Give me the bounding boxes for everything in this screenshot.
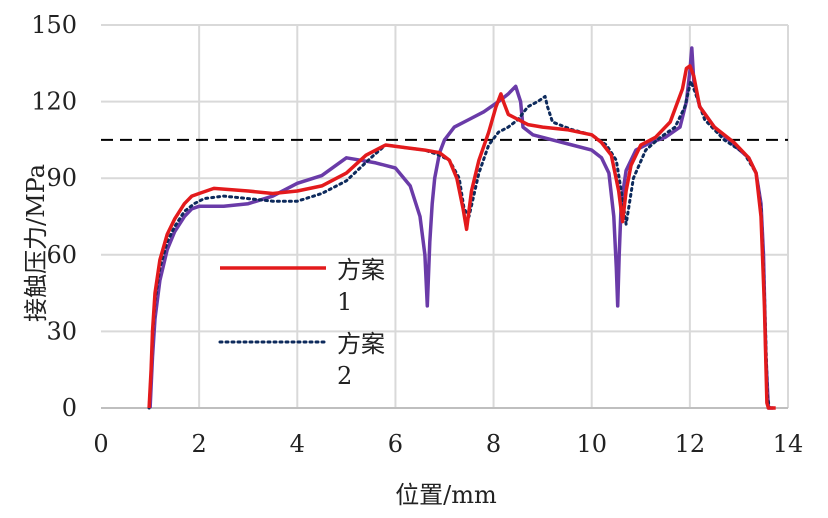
- x-tick-label: 2: [192, 430, 207, 458]
- y-tick-label: 60: [46, 241, 77, 269]
- legend-label-方案1: 1: [337, 288, 352, 316]
- y-tick-label: 120: [31, 88, 77, 116]
- x-tick-label: 0: [93, 430, 108, 458]
- series-group: [147, 46, 776, 410]
- x-tick-label: 6: [388, 430, 403, 458]
- y-tick-label: 30: [46, 317, 77, 345]
- legend-label-方案1: 方案: [337, 256, 385, 284]
- x-axis-label: 位置/mm: [395, 481, 497, 509]
- legend-label-方案2: 2: [337, 362, 352, 390]
- x-tick-label: 4: [290, 430, 305, 458]
- legend: 方案 1 方案 2: [218, 256, 385, 390]
- x-tick-label: 12: [675, 430, 706, 458]
- x-tick-label: 8: [486, 430, 501, 458]
- y-axis-label: 接触压力/MPa: [22, 164, 50, 322]
- series-line-方案2: [147, 79, 775, 410]
- x-tick-label: 10: [576, 430, 607, 458]
- legend-label-方案2: 方案: [337, 330, 385, 358]
- y-tick-label: 90: [46, 164, 77, 192]
- series-line-unlabeled: [148, 46, 774, 410]
- y-tick-label: 0: [62, 394, 77, 422]
- x-tick-label: 14: [773, 430, 804, 458]
- y-tick-label: 150: [31, 11, 77, 39]
- series-line-方案1: [147, 64, 776, 410]
